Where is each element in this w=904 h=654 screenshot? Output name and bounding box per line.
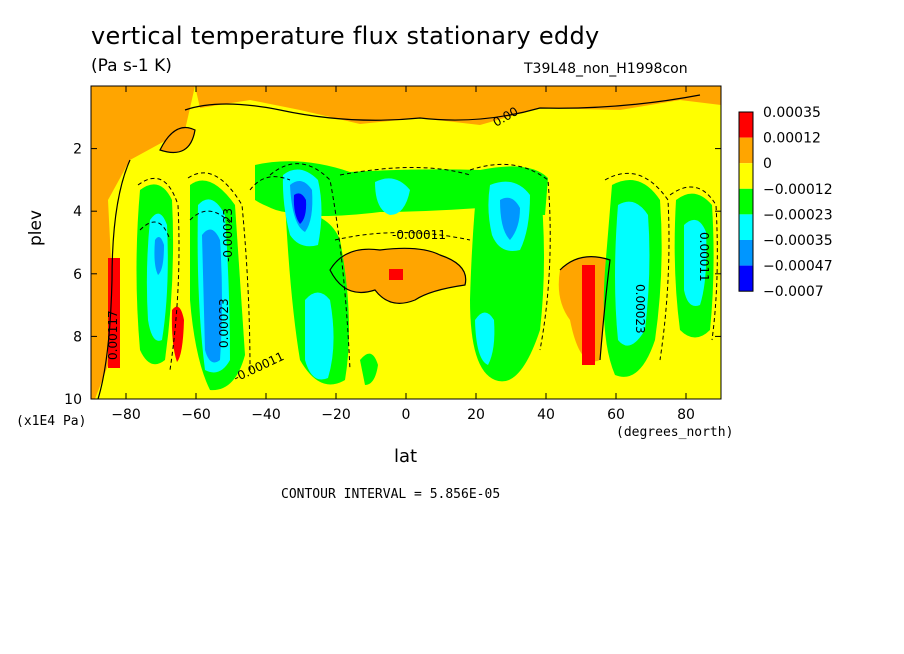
chart-title: vertical temperature flux stationary edd…: [91, 22, 600, 50]
chart-units: (Pa s-1 K): [91, 56, 172, 76]
region-red-2: [171, 306, 184, 362]
legend-swatch: [739, 112, 753, 138]
legend-swatch: [739, 265, 753, 292]
legend-level-label: 0: [763, 156, 772, 172]
region-blue-1: [202, 229, 222, 363]
legend-frame: [738, 111, 754, 292]
y-axis-ticks: 2 4 6 8 10: [64, 142, 721, 408]
x-tick-label: 80: [677, 407, 695, 423]
legend-swatch: [739, 240, 753, 266]
legend-level-label: −0.00035: [763, 233, 833, 249]
legend-level-label: −0.00012: [763, 182, 833, 198]
contour-label: -0.00023: [221, 208, 235, 262]
contour-field: [91, 86, 721, 399]
region-cyan-8: [615, 201, 650, 346]
legend-level-label: −0.00047: [763, 259, 833, 275]
contour-label: 0.00023: [633, 284, 647, 334]
contour-label: 0.00117: [106, 310, 120, 360]
x-axis-label: lat: [394, 446, 418, 467]
contour-interval: CONTOUR INTERVAL = 5.856E-05: [281, 487, 501, 502]
legend-level-label: −0.0007: [763, 284, 824, 300]
x-axis-ticks: −80 −60 −40 −20 0 20 40 60 80: [111, 86, 695, 423]
region-cyan-4: [305, 292, 334, 380]
contour-label: 0.00011: [697, 232, 711, 282]
x-tick-label: −80: [111, 407, 141, 423]
run-id: T39L48_non_H1998con: [524, 61, 688, 77]
y-tick-label: 8: [73, 329, 82, 345]
legend-swatch: [739, 163, 753, 189]
region-blue-2: [154, 236, 164, 275]
zero-contours: [97, 94, 701, 399]
region-navy-1: [293, 193, 307, 224]
region-cyan-7: [475, 312, 495, 365]
y-axis-units: (x1E4 Pa): [16, 414, 87, 429]
y-tick-label: 4: [73, 204, 82, 220]
region-green-small: [360, 353, 378, 385]
y-tick-label: 6: [73, 267, 82, 283]
legend-level-label: 0.00035: [763, 105, 821, 121]
x-tick-label: 0: [402, 407, 411, 423]
region-orange-small: [160, 127, 195, 153]
x-tick-label: −20: [321, 407, 351, 423]
legend-swatch: [739, 188, 753, 215]
y-tick-label: 2: [73, 142, 82, 158]
contour-label: 0.00023: [217, 298, 231, 348]
x-axis-units: (degrees_north): [616, 425, 734, 440]
region-cyan-5: [375, 178, 410, 215]
region-red-3: [389, 269, 403, 280]
region-red-4: [582, 265, 595, 365]
legend-swatch: [739, 137, 753, 164]
region-cyan-9: [684, 219, 707, 306]
legend-swatch: [739, 214, 753, 240]
region-blue-4: [500, 197, 520, 240]
legend-level-label: 0.00012: [763, 131, 821, 147]
color-legend: 0.00035 0.00012 0 −0.00012 −0.00023 −0.00035 −…: [738, 105, 833, 300]
legend-level-label: −0.00023: [763, 207, 833, 223]
y-tick-label: 10: [64, 392, 82, 408]
x-tick-label: 60: [607, 407, 625, 423]
x-tick-label: 20: [467, 407, 485, 423]
x-tick-label: −40: [251, 407, 281, 423]
x-tick-label: 40: [537, 407, 555, 423]
contour-label: -0.00011: [392, 228, 446, 242]
region-orange-left: [91, 86, 195, 399]
region-red-1: [108, 258, 120, 368]
x-tick-label: −60: [181, 407, 211, 423]
negative-contours: [137, 163, 718, 371]
region-orange-top: [195, 86, 721, 125]
